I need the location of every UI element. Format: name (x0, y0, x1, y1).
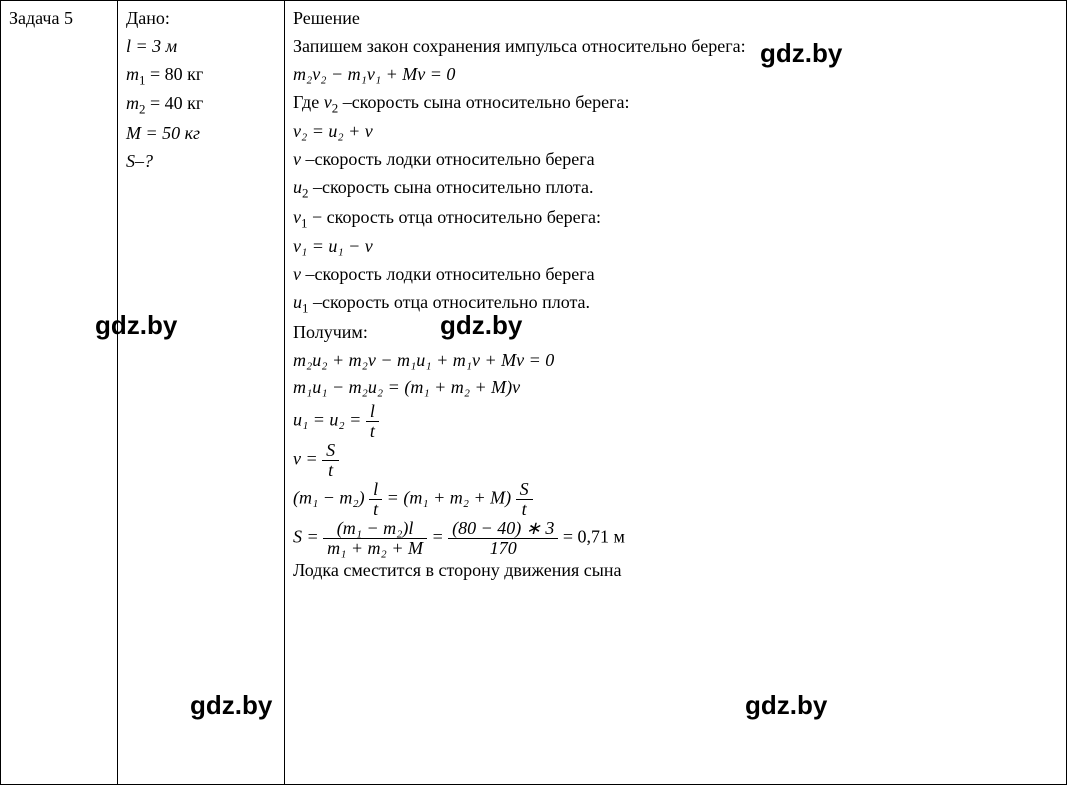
def-u2: u2 –скорость сына относительно плота. (293, 174, 1058, 204)
part-a: (m₁ − m₂) (293, 487, 365, 507)
txt: –скорость отца относительно плота. (308, 292, 590, 312)
given-heading: Дано: (126, 5, 276, 33)
txt: Где (293, 92, 324, 112)
num: (m₁ − m₂)l (323, 519, 427, 538)
solution-text-1: Запишем закон сохранения импульса относи… (293, 33, 1058, 61)
eq-balance: (m₁ − m₂) l t = (m₁ + m₂ + M) S t (293, 480, 1058, 519)
sym-v: v (324, 92, 332, 112)
task-number: Задача 5 (9, 5, 109, 33)
lhs: u₁ = u₂ = (293, 410, 366, 430)
num: l (369, 480, 382, 499)
sym-v: v (293, 149, 301, 169)
eq-result: S = (m₁ − m₂)l m₁ + m₂ + M = (80 − 40) ∗… (293, 519, 1058, 558)
sym-v: v (293, 264, 301, 284)
cell-solution: Решение Запишем закон сохранения импульс… (285, 1, 1067, 785)
frac-num: (80 − 40) ∗ 3 170 (448, 519, 558, 558)
eq-rearranged: m₁u₁ − m₂u₂ = (m₁ + m₂ + M)v (293, 374, 1058, 402)
solution-heading: Решение (293, 5, 1058, 33)
sym-u: u (293, 177, 302, 197)
part-mid: = (m₁ + m₂ + M) (387, 487, 511, 507)
den: m₁ + m₂ + M (323, 538, 427, 558)
frac-S-over-t: S t (516, 480, 533, 519)
def-v1: v1 − скорость отца относительно берега: (293, 204, 1058, 234)
num: (80 − 40) ∗ 3 (448, 519, 558, 538)
given-m1-val: = 80 кг (145, 64, 203, 84)
frac-l-over-t: l t (369, 480, 382, 519)
txt: –скорость лодки относительно берега (301, 149, 595, 169)
den: t (369, 499, 382, 519)
def-v: v –скорость лодки относительно берега (293, 146, 1058, 174)
num: l (366, 402, 379, 421)
txt: − скорость отца относительно берега: (307, 207, 601, 227)
txt: –скорость сына относительно плота. (308, 177, 593, 197)
frac-sym: (m₁ − m₂)l m₁ + m₂ + M (323, 519, 427, 558)
lhs: v = (293, 449, 322, 469)
sym-v: v (293, 207, 301, 227)
eq-v-frac: v = S t (293, 441, 1058, 480)
given-S: S–? (126, 148, 276, 176)
solution-text-3: Получим: (293, 319, 1058, 347)
den: t (516, 499, 533, 519)
num: S (322, 441, 339, 460)
given-M: M = 50 кг (126, 120, 276, 148)
eq: = (431, 526, 448, 546)
txt: –скорость сына относительно берега: (338, 92, 629, 112)
num: S (516, 480, 533, 499)
sym-m: m (126, 64, 139, 84)
result-value: = 0,71 м (563, 526, 625, 546)
sym-m: m (126, 93, 139, 113)
lhs: S = (293, 526, 323, 546)
eq-momentum: m₂v₂ − m₁v₁ + Mv = 0 (293, 61, 1058, 89)
eq-v1: v₁ = u₁ − v (293, 233, 1058, 261)
txt: –скорость лодки относительно берега (301, 264, 595, 284)
problem-table: Задача 5 Дано: l = 3 м m1 = 80 кг m2 = 4… (0, 0, 1067, 785)
def-v2line: v –скорость лодки относительно берега (293, 261, 1058, 289)
page-root: gdz.by gdz.by gdz.by gdz.by gdz.by Задач… (0, 0, 1067, 785)
den: 170 (448, 538, 558, 558)
given-l: l = 3 м (126, 33, 276, 61)
den: t (366, 421, 379, 441)
eq-u1u2: u₁ = u₂ = l t (293, 402, 1058, 441)
cell-task-number: Задача 5 (1, 1, 118, 785)
sym-u: u (293, 292, 302, 312)
given-m2: m2 = 40 кг (126, 90, 276, 120)
frac-S-over-t: S t (322, 441, 339, 480)
solution-conclusion: Лодка сместится в сторону движения сына (293, 557, 1058, 585)
solution-text-2: Где v2 –скорость сына относительно берег… (293, 89, 1058, 119)
given-m2-val: = 40 кг (145, 93, 203, 113)
cell-given: Дано: l = 3 м m1 = 80 кг m2 = 40 кг M = … (118, 1, 285, 785)
eq-expanded: m₂u₂ + m₂v − m₁u₁ + m₁v + Mv = 0 (293, 347, 1058, 375)
den: t (322, 460, 339, 480)
def-u1: u1 –скорость отца относительно плота. (293, 289, 1058, 319)
given-l-text: l = 3 м (126, 36, 177, 56)
given-m1: m1 = 80 кг (126, 61, 276, 91)
frac-l-over-t: l t (366, 402, 379, 441)
eq-v2: v₂ = u₂ + v (293, 118, 1058, 146)
